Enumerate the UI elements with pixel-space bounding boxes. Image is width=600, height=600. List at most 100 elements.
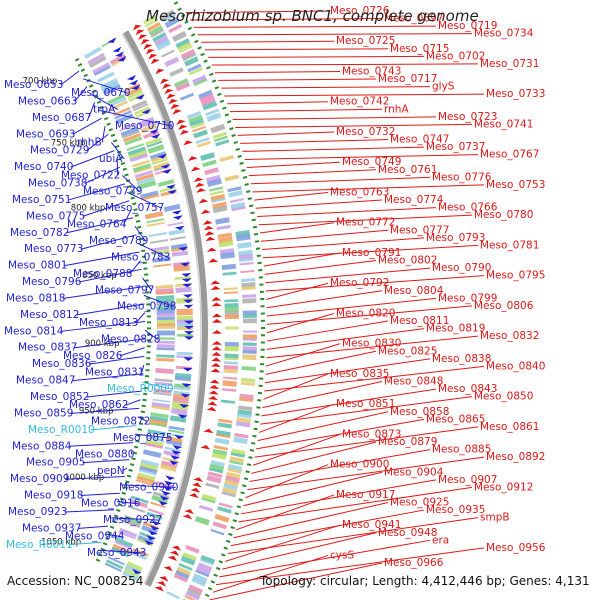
gene-label-right[interactable]: Meso_0781: [480, 239, 539, 251]
gene-label-left[interactable]: Meso_0927: [103, 514, 162, 526]
gene-label-left[interactable]: Meso_0801: [8, 260, 67, 272]
gene-label-left[interactable]: Meso_0687: [32, 112, 91, 124]
gene-label-left[interactable]: Meso_0909: [10, 473, 69, 485]
gene-label-left[interactable]: Meso_0739: [83, 186, 142, 198]
gene-label-right[interactable]: Meso_0941: [342, 519, 401, 531]
gene-label-right[interactable]: Meso_0904: [384, 466, 444, 478]
gene-label-left[interactable]: Meso_0812: [20, 309, 79, 321]
gene-label-left[interactable]: Meso_0740: [14, 161, 73, 173]
gene-label-left[interactable]: Meso_0788: [73, 268, 132, 280]
gene-label-right[interactable]: Meso_0799: [438, 292, 497, 304]
gene-label-left[interactable]: Meso_0905: [26, 457, 85, 469]
gene-label-right[interactable]: smpB: [480, 512, 510, 524]
gene-label-right[interactable]: Meso_0734: [474, 28, 534, 40]
gene-label-right[interactable]: Meso_0858: [390, 406, 449, 418]
gene-label-right[interactable]: Meso_0900: [330, 459, 389, 471]
gene-label-left[interactable]: Meso_0918: [24, 490, 83, 502]
gene-label-right[interactable]: Meso_0733: [486, 88, 545, 100]
gene-label-right[interactable]: Meso_0956: [486, 542, 546, 554]
gene-label-left[interactable]: Meso_0831: [85, 366, 144, 378]
gene-label-right[interactable]: Meso_0732: [336, 126, 395, 138]
gene-label-left[interactable]: Meso_0757: [105, 202, 164, 214]
gene-label-right[interactable]: Meso_0925: [390, 497, 449, 509]
gene-label-right[interactable]: Meso_0873: [342, 428, 401, 440]
gene-label-left[interactable]: Meso_0910: [119, 481, 178, 493]
gene-label-left[interactable]: Meso_0751: [12, 194, 71, 206]
gene-label-right[interactable]: Meso_0753: [486, 179, 545, 191]
gene-label-left[interactable]: Meso_0852: [30, 391, 89, 403]
gene-label-left[interactable]: Meso_0826: [63, 350, 123, 362]
gene-label-left[interactable]: Meso_0836: [32, 358, 92, 370]
gene-label-left[interactable]: Meso_0916: [81, 498, 141, 510]
gene-label-right[interactable]: Meso_0917: [336, 489, 395, 501]
gene-label-right[interactable]: Meso_0865: [426, 413, 485, 425]
gene-label-left[interactable]: Meso_0722: [61, 169, 120, 181]
gene-label-left[interactable]: Meso_0764: [67, 219, 127, 231]
gene-label-left[interactable]: rhhB: [77, 136, 102, 148]
gene-label-left[interactable]: Meso_0859: [14, 407, 73, 419]
gene-label-right[interactable]: Meso_0791: [342, 247, 401, 259]
gene-label-right[interactable]: Meso_0731: [480, 58, 539, 70]
gene-label-left[interactable]: Meso_0773: [24, 243, 83, 255]
gene-label-right[interactable]: Meso_0767: [480, 149, 539, 161]
gene-label-right[interactable]: Meso_0912: [474, 481, 533, 493]
gene-label-right[interactable]: Meso_0741: [474, 118, 533, 130]
gene-label-left[interactable]: Meso_0943: [87, 547, 146, 559]
gene-label-left[interactable]: Meso_0875: [113, 432, 172, 444]
gene-label-right[interactable]: Meso_0850: [474, 391, 533, 403]
gene-label-right[interactable]: Meso_0825: [378, 345, 437, 357]
gene-label-left[interactable]: Meso_0783: [111, 251, 170, 263]
gene-label-right[interactable]: Meso_0830: [342, 338, 401, 350]
gene-label-left[interactable]: Meso_R0010: [28, 424, 95, 436]
gene-label-right[interactable]: Meso_0835: [330, 368, 389, 380]
gene-label-left[interactable]: Meso_0923: [8, 506, 67, 518]
gene-label-right[interactable]: Meso_0838: [432, 353, 491, 365]
gene-label-left[interactable]: Meso_0847: [16, 375, 75, 387]
gene-label-left[interactable]: Meso_0880: [75, 448, 134, 460]
gene-label-left[interactable]: Meso_0796: [22, 276, 82, 288]
gene-label-left[interactable]: Meso_0670: [71, 87, 130, 99]
gene-label-right[interactable]: Meso_0832: [480, 330, 539, 342]
gene-label-left[interactable]: Meso_R0011: [6, 539, 73, 551]
gene-label-right[interactable]: Meso_0907: [438, 474, 497, 486]
gene-label-right[interactable]: Meso_0879: [378, 436, 437, 448]
gene-label-right[interactable]: Meso_0743: [342, 65, 401, 77]
gene-label-left[interactable]: Meso_0710: [115, 120, 174, 132]
gene-label-right[interactable]: Meso_0777: [390, 224, 449, 236]
gene-label-left[interactable]: Meso_0653: [4, 79, 63, 91]
gene-label-right[interactable]: Meso_0763: [330, 186, 389, 198]
gene-label-right[interactable]: Meso_0766: [438, 202, 498, 214]
gene-label-right[interactable]: Meso_0848: [384, 376, 443, 388]
gene-label-right[interactable]: Meso_0885: [432, 444, 491, 456]
gene-label-left[interactable]: Meso_0937: [22, 522, 81, 534]
gene-label-right[interactable]: era: [432, 534, 449, 546]
gene-label-right[interactable]: Meso_0749: [342, 156, 401, 168]
gene-label-right[interactable]: Meso_0792: [330, 277, 389, 289]
gene-label-right[interactable]: Meso_0892: [486, 451, 545, 463]
gene-label-right[interactable]: Meso_0717: [378, 73, 437, 85]
gene-label-right[interactable]: Meso_0697: [384, 13, 443, 25]
gene-label-left[interactable]: Meso_0729: [30, 145, 89, 157]
gene-label-right[interactable]: rnhA: [384, 103, 409, 115]
gene-label-right[interactable]: Meso_0851: [336, 398, 395, 410]
gene-label-right[interactable]: Meso_0811: [390, 315, 449, 327]
gene-label-right[interactable]: Meso_0747: [390, 134, 449, 146]
gene-label-right[interactable]: Meso_0742: [330, 96, 389, 108]
gene-label-left[interactable]: Meso_0837: [18, 342, 77, 354]
gene-label-left[interactable]: Meso_0789: [89, 235, 148, 247]
gene-label-right[interactable]: Meso_0820: [336, 307, 395, 319]
gene-label-right[interactable]: Meso_0804: [384, 285, 444, 297]
gene-label-left[interactable]: trpA: [93, 104, 116, 116]
gene-label-right[interactable]: Meso_0948: [378, 527, 437, 539]
gene-label-right[interactable]: Meso_0802: [378, 255, 437, 267]
gene-label-right[interactable]: Meso_0772: [336, 217, 395, 229]
gene-label-right[interactable]: Meso_0793: [426, 232, 485, 244]
gene-label-left[interactable]: pepN: [97, 465, 125, 477]
gene-label-left[interactable]: Meso_0782: [10, 227, 69, 239]
gene-label-right[interactable]: Meso_0780: [474, 209, 533, 221]
gene-label-right[interactable]: Meso_0726: [330, 5, 390, 17]
gene-label-left[interactable]: Meso_0814: [4, 325, 64, 337]
gene-label-right[interactable]: Meso_0725: [336, 35, 395, 47]
gene-label-right[interactable]: Meso_0843: [438, 383, 497, 395]
